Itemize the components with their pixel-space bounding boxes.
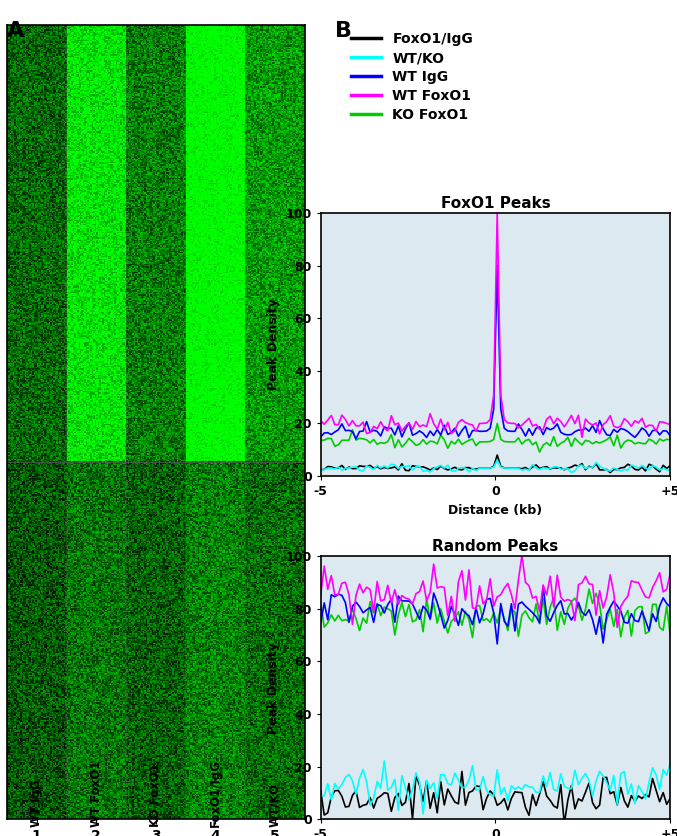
Text: B: B [335,21,352,41]
Title: Random Peaks: Random Peaks [433,538,559,553]
Text: FoxO1/IgG: FoxO1/IgG [209,759,221,827]
Title: FoxO1 Peaks: FoxO1 Peaks [441,196,550,211]
Text: KO FoxO1: KO FoxO1 [149,763,162,827]
Legend: FoxO1/IgG, WT/KO, WT IgG, WT FoxO1, KO FoxO1: FoxO1/IgG, WT/KO, WT IgG, WT FoxO1, KO F… [345,27,479,127]
Text: WT FoxO1: WT FoxO1 [89,761,103,827]
X-axis label: Distance (kb): Distance (kb) [448,503,542,517]
Y-axis label: Peak Density: Peak Density [267,298,280,390]
Y-axis label: Peak Density: Peak Density [267,642,280,734]
Text: WT IgG: WT IgG [30,779,43,827]
Text: A: A [7,21,24,41]
Text: WT/KO: WT/KO [268,783,281,827]
